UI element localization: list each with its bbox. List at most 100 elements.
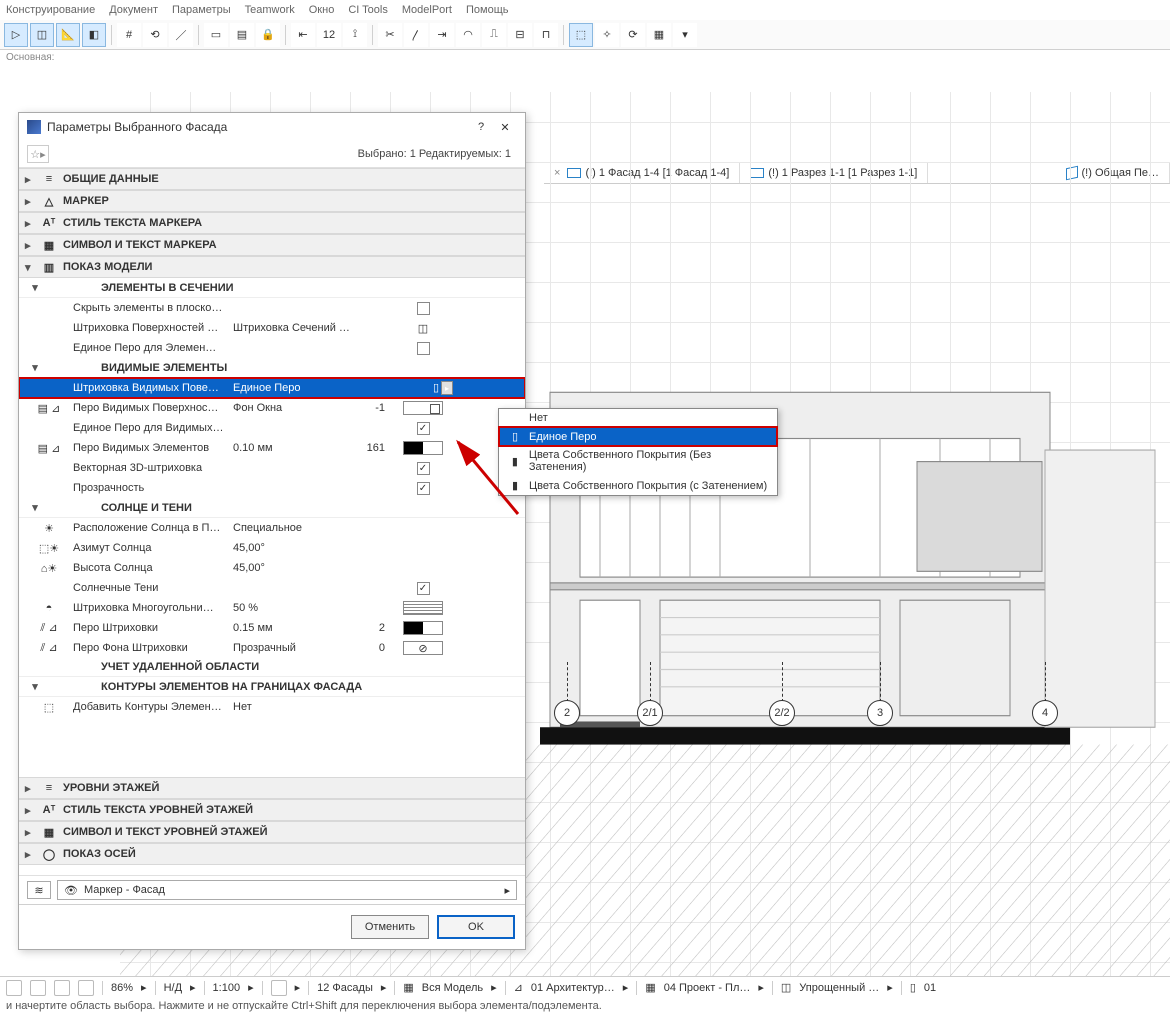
last-combo[interactable]: 01	[924, 982, 936, 994]
dropdown-icon[interactable]: ▾	[673, 23, 697, 47]
param-row[interactable]: ⫽ ⊿Перо Фона ШтриховкиПрозрачный0⊘	[19, 638, 525, 658]
polyline-tool-icon[interactable]: ◧	[82, 23, 106, 47]
sub-sun-shadows[interactable]: ▾СОЛНЦЕ И ТЕНИ	[19, 498, 525, 518]
section-marker-sym[interactable]: ▸▦СИМВОЛ И ТЕКСТ МАРКЕРА	[19, 234, 525, 256]
menu-item[interactable]: Помощь	[466, 4, 509, 16]
checkbox[interactable]	[417, 302, 430, 315]
selection-filter-icon[interactable]: ⬚	[569, 23, 593, 47]
param-row[interactable]: Векторная 3D-штриховка✓	[19, 458, 525, 478]
sub-contours[interactable]: ▾КОНТУРЫ ЭЛЕМЕНТОВ НА ГРАНИЦАХ ФАСАДА	[19, 677, 525, 697]
guide-icon[interactable]: ／	[169, 23, 193, 47]
locks-icon[interactable]: 🔒	[256, 23, 280, 47]
menu-item-none[interactable]: Нет	[499, 409, 777, 427]
menu-item-unipen[interactable]: ▯Единое Перо	[499, 427, 777, 446]
nd-combo[interactable]: Н/Д	[164, 982, 182, 994]
scale-combo[interactable]: 1:100	[213, 982, 241, 994]
arch-combo[interactable]: 01 Архитектур…	[531, 982, 615, 994]
split-icon[interactable]: ⊟	[508, 23, 532, 47]
layers-icon[interactable]: ▭	[204, 23, 228, 47]
param-row[interactable]: Единое Перо для Элемен…	[19, 338, 525, 358]
sub-remote[interactable]: УЧЕТ УДАЛЕННОЙ ОБЛАСТИ	[19, 658, 525, 677]
menu-item[interactable]: Конструирование	[6, 4, 95, 16]
param-row[interactable]: Прозрачность✓	[19, 478, 525, 498]
magic-wand-icon[interactable]: ✧	[595, 23, 619, 47]
sb-icon[interactable]	[30, 980, 46, 996]
favorite-button[interactable]: ☆▸	[27, 145, 49, 163]
menu-item[interactable]: Параметры	[172, 4, 231, 16]
measure-tool-icon[interactable]: 📐	[56, 23, 80, 47]
grid-icon[interactable]: #	[117, 23, 141, 47]
arrow-tool-icon[interactable]: ▷	[4, 23, 28, 47]
section-floors-text[interactable]: ▸AᵀСТИЛЬ ТЕКСТА УРОВНЕЙ ЭТАЖЕЙ	[19, 799, 525, 821]
checkbox[interactable]: ✓	[417, 482, 430, 495]
menu-item[interactable]: CI Tools	[348, 4, 388, 16]
section-floors[interactable]: ▸≡УРОВНИ ЭТАЖЕЙ	[19, 777, 525, 799]
cancel-button[interactable]: Отменить	[351, 915, 429, 939]
param-row[interactable]: Солнечные Тени✓	[19, 578, 525, 598]
help-button[interactable]: ?	[469, 121, 493, 133]
sb-icon[interactable]	[54, 980, 70, 996]
sub-visible-elements[interactable]: ▾ВИДИМЫЕ ЭЛЕМЕНТЫ	[19, 358, 525, 378]
checkbox[interactable]: ✓	[417, 422, 430, 435]
sb-icon[interactable]	[6, 980, 22, 996]
param-row[interactable]: ⬚☀Азимут Солнца45,00°	[19, 538, 525, 558]
param-row[interactable]: ☀Расположение Солнца в П…Специальное	[19, 518, 525, 538]
transparent-swatch[interactable]: ⊘	[403, 641, 443, 655]
refresh-icon[interactable]: ⟳	[621, 23, 645, 47]
param-row[interactable]: ◓Штриховка Многоугольни…50 %	[19, 598, 525, 618]
ok-button[interactable]: OK	[437, 915, 515, 939]
checkbox[interactable]: ✓	[417, 582, 430, 595]
pen-swatch[interactable]	[403, 621, 443, 635]
checkbox[interactable]: ✓	[417, 462, 430, 475]
menu-item-own-colors-shade[interactable]: ▮Цвета Собственного Покрытия (с Затенени…	[499, 476, 777, 495]
param-row[interactable]: ▤ ⊿Перо Видимых Элементов0.10 мм161	[19, 438, 525, 458]
param-row[interactable]: ⬚Добавить Контуры Элемен…Нет	[19, 697, 525, 717]
menu-item[interactable]: Окно	[309, 4, 335, 16]
simpl-combo[interactable]: Упрощенный …	[799, 982, 879, 994]
intersect-icon[interactable]: ⊓	[534, 23, 558, 47]
offset-icon[interactable]: ⎍	[482, 23, 506, 47]
level-dim-icon[interactable]: ⟟	[343, 23, 367, 47]
section-general[interactable]: ▸≡ОБЩИЕ ДАННЫЕ	[19, 168, 525, 190]
views-combo[interactable]: 12 Фасады	[317, 982, 373, 994]
cut-icon[interactable]: ✂	[378, 23, 402, 47]
sb-icon[interactable]	[271, 980, 287, 996]
section-model-display[interactable]: ▾▥ПОКАЗ МОДЕЛИ	[19, 256, 525, 278]
section-axes[interactable]: ▸◯ПОКАЗ ОСЕЙ	[19, 843, 525, 865]
menu-item[interactable]: Документ	[109, 4, 158, 16]
menu-item[interactable]: ModelPort	[402, 4, 452, 16]
layer-combo[interactable]: 👁Маркер - Фасад▸	[57, 880, 517, 900]
sb-icon[interactable]	[78, 980, 94, 996]
section-floors-sym[interactable]: ▸▦СИМВОЛ И ТЕКСТ УРОВНЕЙ ЭТАЖЕЙ	[19, 821, 525, 843]
dropdown-button[interactable]: ▸	[441, 381, 453, 395]
param-row[interactable]: ▤ ⊿Перо Видимых Поверхнос…Фон Окна-1	[19, 398, 525, 418]
proj-combo[interactable]: 04 Проект - Пл…	[664, 982, 751, 994]
param-row[interactable]: Штриховка Поверхностей …Штриховка Сечени…	[19, 318, 525, 338]
param-row[interactable]: Скрыть элементы в плоско…	[19, 298, 525, 318]
layer-icon[interactable]: ≋	[27, 881, 51, 899]
text-dim-icon[interactable]: 12	[317, 23, 341, 47]
model-combo[interactable]: Вся Модель	[422, 982, 483, 994]
sub-section-cut[interactable]: ▾ЭЛЕМЕНТЫ В СЕЧЕНИИ	[19, 278, 525, 298]
param-row[interactable]: ⫽ ⊿Перо Штриховки0.15 мм2	[19, 618, 525, 638]
section-icon[interactable]: ▤	[230, 23, 254, 47]
pen-picker[interactable]	[403, 401, 443, 415]
menu-item[interactable]: Teamwork	[245, 4, 295, 16]
navigator-icon[interactable]: ▦	[647, 23, 671, 47]
dimension-icon[interactable]: ⇤	[291, 23, 315, 47]
section-marker-text-style[interactable]: ▸AᵀСТИЛЬ ТЕКСТА МАРКЕРА	[19, 212, 525, 234]
snap-icon[interactable]: ⟲	[143, 23, 167, 47]
param-row[interactable]: ⌂☀Высота Солнца45,00°	[19, 558, 525, 578]
section-marker[interactable]: ▸△МАРКЕР	[19, 190, 525, 212]
param-row-highlighted[interactable]: Штриховка Видимых Пове…Единое Перо▯▸	[19, 378, 525, 398]
trim-icon[interactable]: 〳	[404, 23, 428, 47]
menu-item-own-colors-noshade[interactable]: ▮Цвета Собственного Покрытия (Без Затене…	[499, 446, 777, 476]
hatch-swatch[interactable]	[403, 601, 443, 615]
close-button[interactable]: ✕	[493, 121, 517, 134]
checkbox[interactable]	[417, 342, 430, 355]
extend-icon[interactable]: ⇥	[430, 23, 454, 47]
fillet-icon[interactable]: ◠	[456, 23, 480, 47]
pen-swatch[interactable]	[403, 441, 443, 455]
zoom-value[interactable]: 86%	[111, 982, 133, 994]
marquee-tool-icon[interactable]: ◫	[30, 23, 54, 47]
